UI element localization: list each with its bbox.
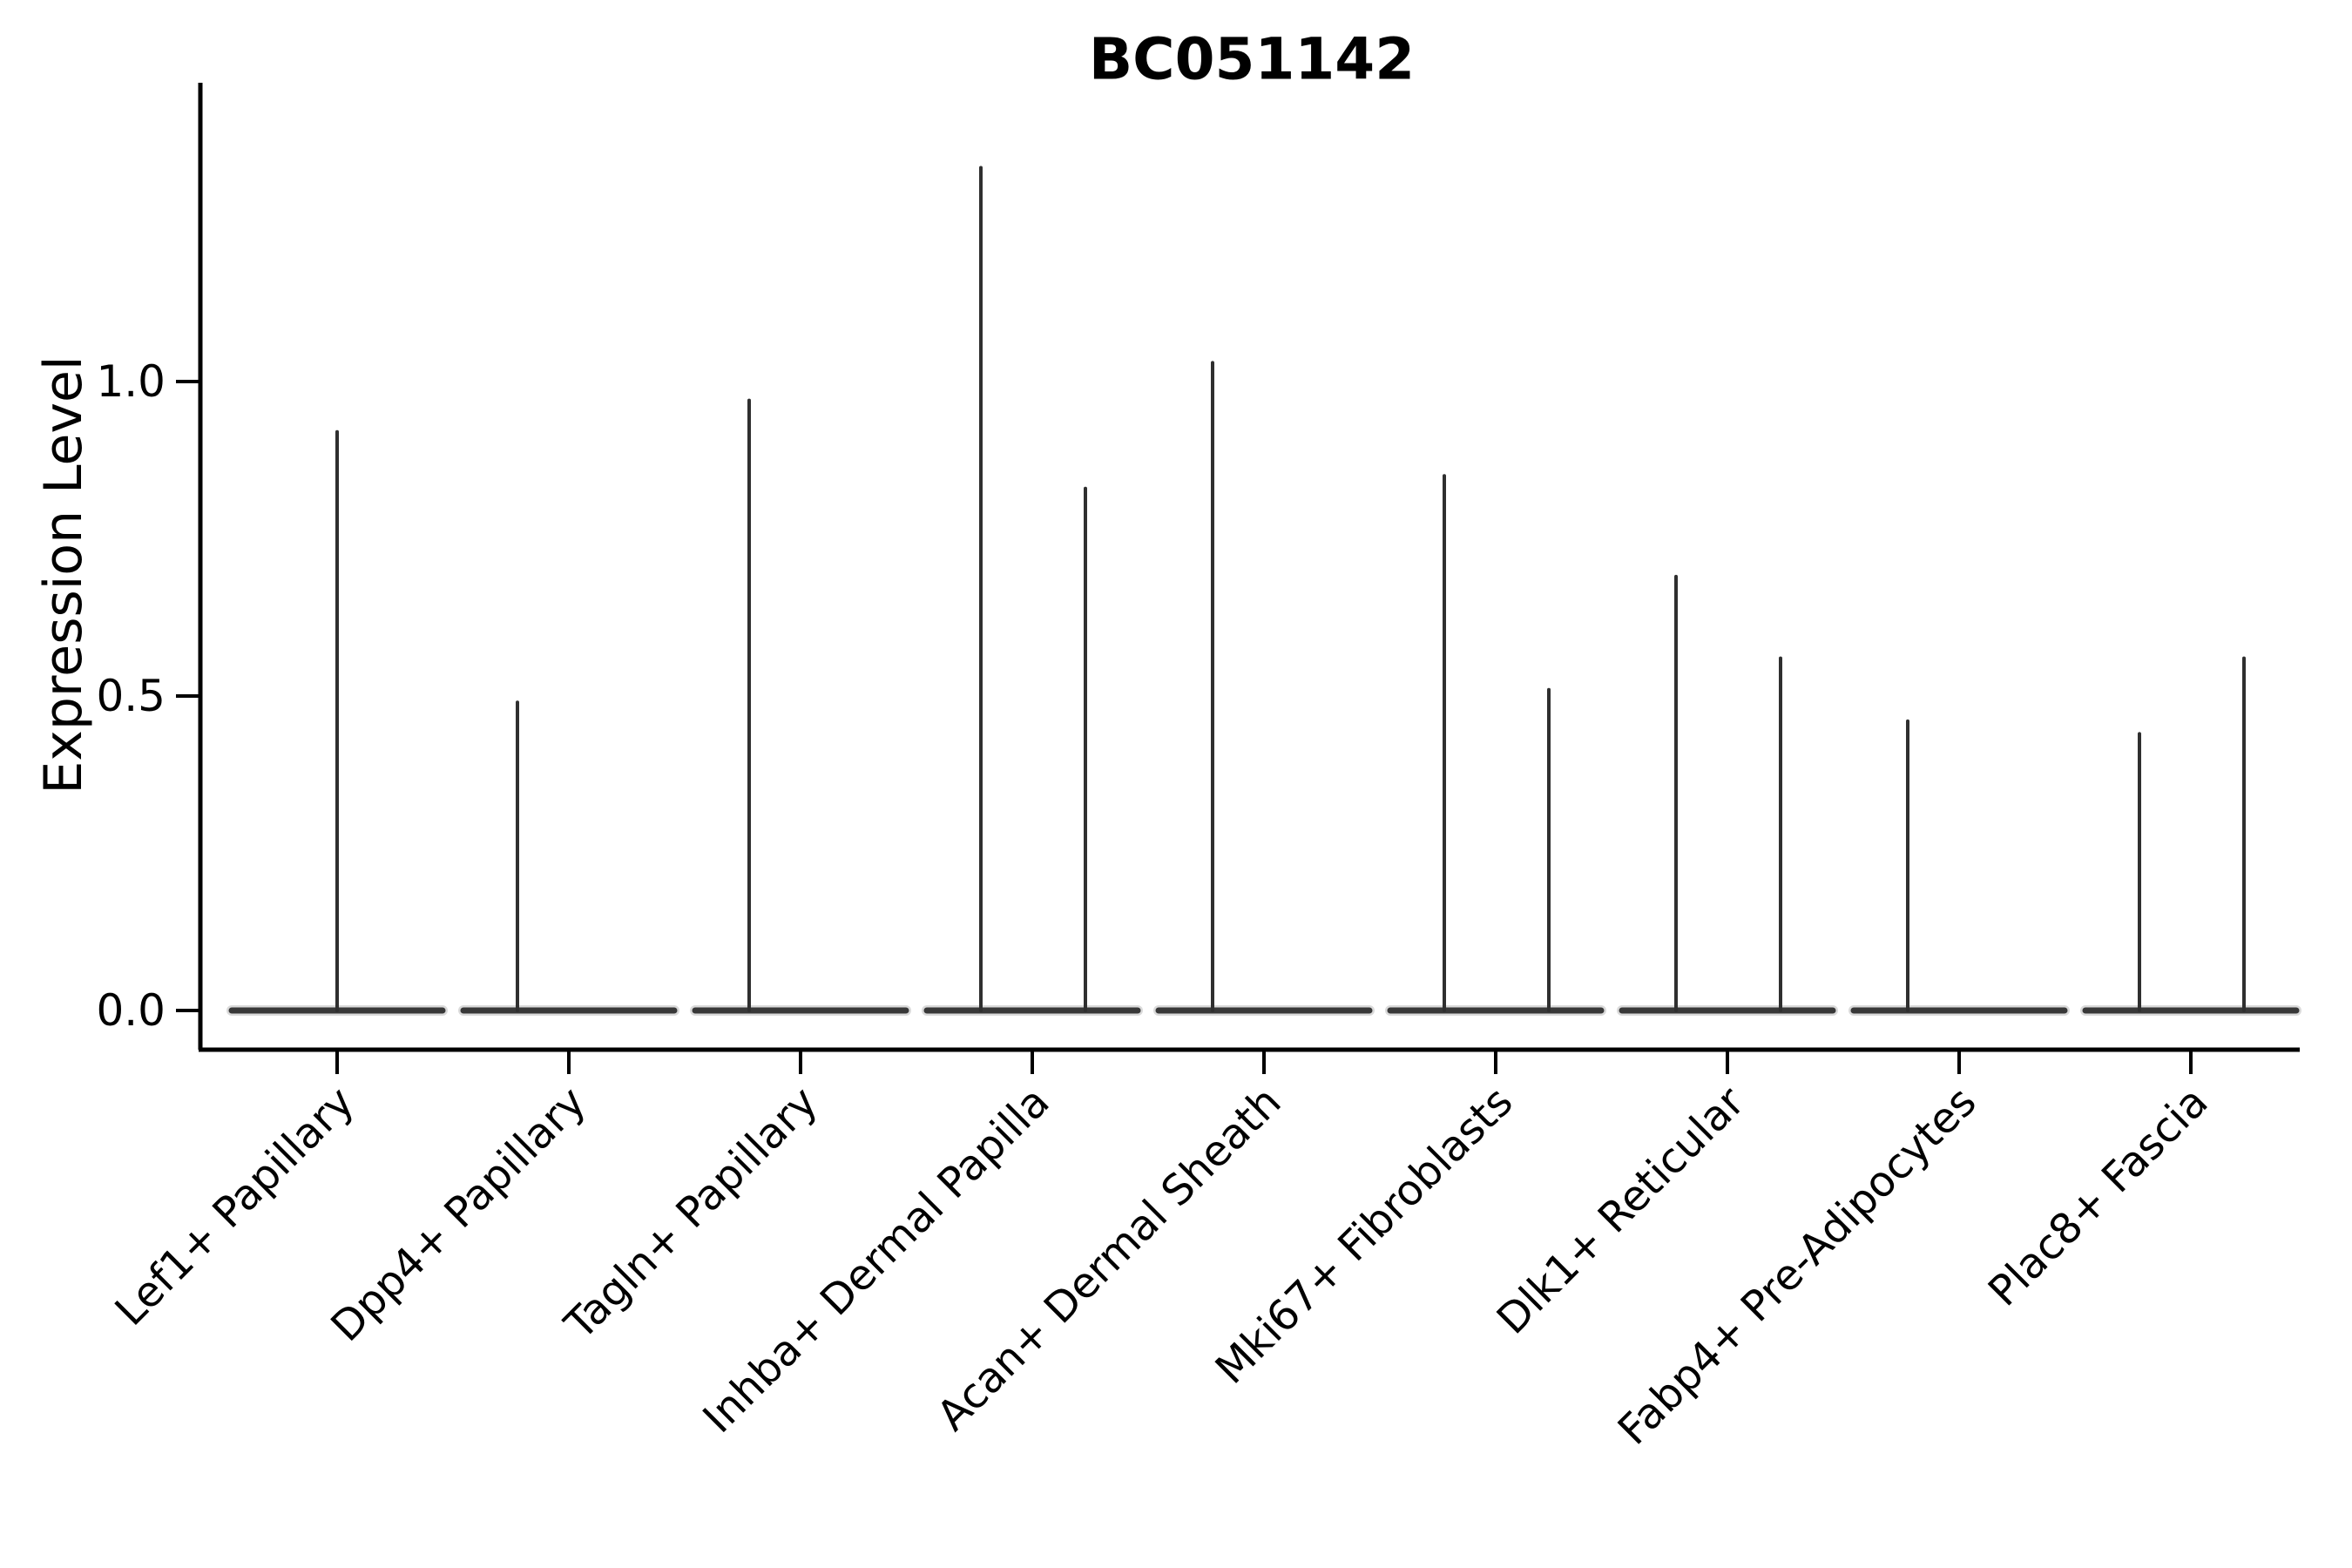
x-tick-label: Plac8+ Fascia: [1979, 1078, 2218, 1316]
chart-title: BC051142: [1088, 25, 1416, 93]
y-tick-label: 0.5: [96, 671, 166, 721]
y-tick-label: 1.0: [96, 356, 166, 407]
x-tick-label: Dpp4+ Papillary: [321, 1078, 595, 1351]
x-tick-label: Lef1+ Papillary: [106, 1078, 364, 1335]
y-tick-label: 0.0: [96, 985, 166, 1036]
x-tick-label: Dlk1+ Reticular: [1488, 1078, 1754, 1344]
x-tick-label: Tagln+ Papillary: [555, 1078, 827, 1349]
